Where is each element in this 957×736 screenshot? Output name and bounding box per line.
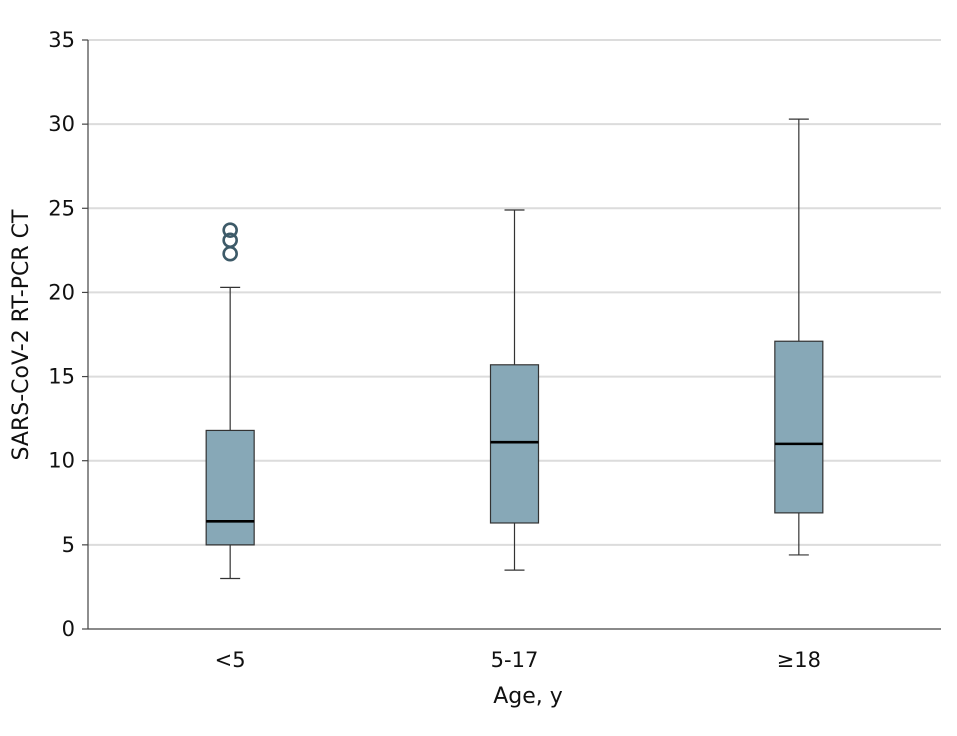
y-tick-label: 25	[48, 196, 75, 220]
axes	[87, 40, 941, 630]
y-tick-label: 35	[48, 28, 75, 52]
y-tick-label: 10	[48, 449, 75, 473]
x-tick-label: 5-17	[491, 648, 539, 672]
outlier-point	[222, 245, 238, 262]
outlier-point	[222, 232, 238, 249]
outlier-point	[222, 222, 238, 238]
iqr-box	[774, 340, 824, 514]
x-tick-label: ≥18	[777, 648, 821, 672]
box-series	[205, 118, 824, 580]
x-axis-ticks: <5 5-17 ≥18	[215, 648, 821, 672]
box-2	[774, 118, 824, 556]
y-axis-label: SARS-CoV-2 RT-PCR CT	[9, 209, 34, 460]
x-axis-label: Age, y	[493, 684, 563, 709]
y-axis-ticks: 0 5 10 15 20 25 30 35	[48, 28, 88, 641]
iqr-box	[205, 429, 255, 546]
iqr-box	[489, 364, 540, 524]
y-tick-label: 5	[62, 533, 75, 557]
y-tick-label: 20	[48, 280, 75, 304]
x-tick-label: <5	[215, 648, 246, 672]
box-1	[489, 209, 540, 571]
box-0	[205, 222, 255, 580]
y-tick-label: 30	[48, 112, 75, 136]
y-tick-label: 15	[48, 365, 75, 389]
y-tick-label: 0	[62, 617, 75, 641]
